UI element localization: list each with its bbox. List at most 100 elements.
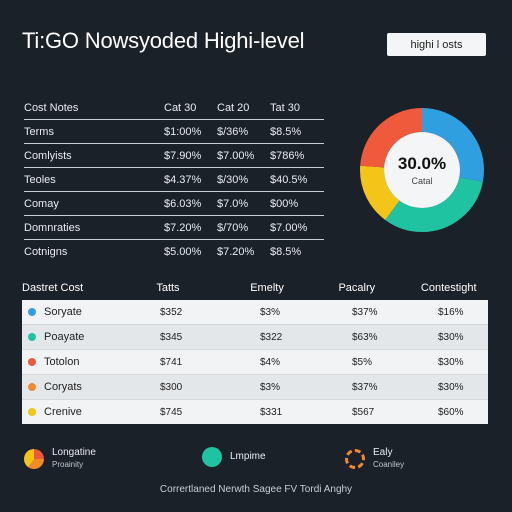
donut-segment-0 — [360, 108, 484, 232]
row-label-cell: Soryate — [22, 306, 160, 318]
cell: $5% — [352, 356, 373, 368]
cell: $5.00% — [164, 245, 202, 258]
page-title: Ti:GO Nowsyoded Highi-level — [22, 28, 305, 53]
table-header: Cost Notes Cat 30 Cat 20 Tat 30 — [24, 96, 324, 120]
table-row[interactable]: Comay $6.03% $7.0% $00% — [24, 192, 324, 216]
table-row[interactable]: Coryats $300 $3% $37% $30% — [22, 375, 488, 400]
table-row[interactable]: Terms $1:00% $/36% $8.5% — [24, 120, 324, 144]
cell: $3% — [260, 381, 281, 393]
cell: $16% — [438, 306, 464, 318]
cell: $8.5% — [270, 245, 302, 258]
column-header[interactable]: Tatts — [156, 282, 180, 294]
column-header[interactable]: Pacalry — [338, 282, 376, 294]
table-row[interactable]: Poayate $345 $322 $63% $30% — [22, 325, 488, 350]
table-header: Dastret Cost Tatts Emelty Pacalry Contes… — [22, 276, 488, 300]
status-dot-icon — [28, 383, 36, 391]
table-row[interactable]: Comlyists $7.90% $7.00% $786% — [24, 144, 324, 168]
row-label: Coryats — [44, 381, 82, 393]
status-dot-icon — [28, 308, 36, 316]
table-row[interactable]: Crenive $745 $331 $567 $60% — [22, 400, 488, 424]
cell: $345 — [160, 331, 183, 343]
cell: $00% — [270, 197, 299, 210]
cell: $7.00% — [217, 149, 255, 162]
cell: $331 — [260, 406, 283, 418]
row-label-cell: Crenive — [22, 406, 160, 418]
row-label: Crenive — [44, 406, 82, 418]
status-dot-icon — [28, 408, 36, 416]
cell: $741 — [160, 356, 183, 368]
cell: $4.37% — [164, 173, 202, 186]
pie-chart-icon — [24, 449, 44, 469]
legend-item: Lmpime — [202, 447, 266, 467]
column-header[interactable]: Emelty — [250, 282, 284, 294]
column-header[interactable]: Contestight — [420, 282, 477, 294]
cell: $/30% — [217, 173, 249, 186]
cell: $745 — [160, 406, 183, 418]
cell: $7.20% — [164, 221, 202, 234]
legend-label: Longatine — [52, 447, 96, 458]
table-row[interactable]: Domnraties $7.20% $/70% $7.00% — [24, 216, 324, 240]
row-label-cell: Poayate — [22, 331, 160, 343]
status-dot-icon — [28, 333, 36, 341]
cell: $/36% — [217, 125, 249, 138]
cell: $3% — [260, 306, 281, 318]
cell: $7.20% — [217, 245, 255, 258]
row-label: Cotnigns — [24, 245, 68, 258]
row-label-cell: Totolon — [22, 356, 160, 368]
cost-breakdown-table: Dastret Cost Tatts Emelty Pacalry Contes… — [22, 276, 488, 424]
cell: $30% — [438, 331, 464, 343]
footer-text: Corrertlaned Nerwth Sagee FV Tordi Anghy — [159, 484, 353, 495]
cell: $567 — [352, 406, 375, 418]
donut-svg — [360, 108, 484, 232]
cell: $30% — [438, 356, 464, 368]
row-label: Totolon — [44, 356, 80, 368]
legend-item: Ealy Coaniley — [345, 447, 404, 471]
cell: $60% — [438, 406, 464, 418]
row-label: Poayate — [44, 331, 85, 343]
row-label: Comlyists — [24, 149, 72, 162]
table-row[interactable]: Cotnigns $5.00% $7.20% $8.5% — [24, 240, 324, 263]
cell: $7.00% — [270, 221, 308, 234]
column-header[interactable]: Cat 30 — [164, 101, 197, 114]
row-label: Teoles — [24, 173, 56, 186]
cell: $37% — [352, 381, 378, 393]
cell: $7.0% — [217, 197, 249, 210]
table-row[interactable]: Soryate $352 $3% $37% $16% — [22, 300, 488, 325]
cost-notes-table: Cost Notes Cat 30 Cat 20 Tat 30 Terms $1… — [24, 96, 324, 263]
cell: $1:00% — [164, 125, 202, 138]
legend-item: Longatine Proainity — [24, 447, 96, 471]
status-dot-icon — [28, 358, 36, 366]
cell: $322 — [260, 331, 283, 343]
circle-icon — [202, 447, 222, 467]
cell: $300 — [160, 381, 183, 393]
cell: $63% — [352, 331, 378, 343]
row-label: Terms — [24, 125, 54, 138]
column-header[interactable]: Cat 20 — [217, 101, 250, 114]
column-header[interactable]: Tat 30 — [270, 101, 300, 114]
cell: $8.5% — [270, 125, 302, 138]
legend-label: Ealy — [373, 447, 393, 458]
highlight-costs-button[interactable]: highi l osts — [387, 33, 486, 56]
cell: $786% — [270, 149, 305, 162]
cell: $/70% — [217, 221, 249, 234]
legend-sublabel: Coaniley — [373, 460, 405, 469]
legend-sublabel: Proainity — [52, 460, 84, 469]
donut-segment-2 — [360, 108, 484, 232]
dashed-ring-icon — [345, 449, 365, 469]
cell: $4% — [260, 356, 281, 368]
donut-chart: 30.0% Catal — [360, 108, 484, 232]
row-label: Soryate — [44, 306, 82, 318]
cell: $6.03% — [164, 197, 202, 210]
cell: $30% — [438, 381, 464, 393]
row-label: Domnraties — [24, 221, 81, 234]
cell: $352 — [160, 306, 183, 318]
table-body: Soryate $352 $3% $37% $16% Poayate $345 … — [22, 300, 488, 424]
row-label-cell: Coryats — [22, 381, 160, 393]
table-row[interactable]: Totolon $741 $4% $5% $30% — [22, 350, 488, 375]
table-row[interactable]: Teoles $4.37% $/30% $40.5% — [24, 168, 324, 192]
cell: $37% — [352, 306, 378, 318]
donut-segment-1 — [360, 108, 484, 232]
donut-hole — [384, 132, 460, 208]
column-header[interactable]: Cost Notes — [24, 101, 79, 114]
column-header[interactable]: Dastret Cost — [22, 282, 84, 294]
